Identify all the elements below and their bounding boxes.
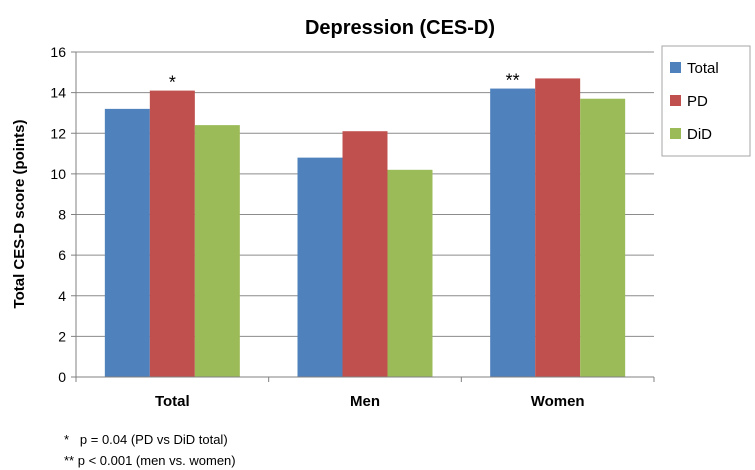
annotations: * **	[169, 71, 520, 93]
bar-total-total	[104, 108, 150, 377]
y-tick-label: 4	[58, 288, 66, 304]
significance-marker: *	[169, 73, 176, 93]
axes	[71, 51, 655, 382]
bar-did-women	[580, 98, 626, 377]
bar-total-women	[490, 88, 536, 377]
y-tick-label: 8	[58, 207, 66, 223]
bar-pd-total	[149, 90, 195, 377]
bar-did-total	[194, 125, 240, 377]
legend-swatch-did	[670, 128, 681, 139]
y-tick-label: 14	[50, 85, 66, 101]
significance-marker: **	[506, 71, 520, 91]
footnote: ** p < 0.001 (men vs. women)	[64, 453, 236, 468]
legend-swatch-total	[670, 62, 681, 73]
legend-label-did: DiD	[687, 126, 712, 143]
x-tick-label: Total	[155, 393, 190, 410]
y-tick-label: 2	[58, 328, 66, 344]
bar-did-men	[387, 169, 433, 377]
legend-label-total: Total	[687, 60, 719, 77]
bar-pd-men	[342, 131, 388, 377]
chart-title: Depression (CES-D)	[305, 17, 495, 39]
y-axis-label: Total CES-D score (points)	[11, 120, 28, 309]
y-tick-label: 6	[58, 247, 66, 263]
legend: Total PD DiD	[661, 45, 751, 157]
x-tick-labels: Total Men Women	[155, 393, 585, 410]
legend-label-pd: PD	[687, 93, 708, 110]
y-tick-label: 10	[50, 166, 66, 182]
x-tick-label: Women	[531, 393, 585, 410]
legend-swatch-pd	[670, 95, 681, 106]
y-tick-labels: 0 2 4 6 8 10 12 14 16	[50, 44, 66, 385]
y-tick-label: 0	[58, 369, 66, 385]
x-tick-label: Men	[350, 393, 380, 410]
y-tick-label: 16	[50, 44, 66, 60]
bar-total-men	[297, 157, 343, 377]
y-tick-label: 12	[50, 125, 66, 141]
bar-pd-women	[535, 78, 581, 377]
footnote: * p = 0.04 (PD vs DiD total)	[64, 432, 228, 447]
bars	[104, 78, 626, 377]
footnotes: * p = 0.04 (PD vs DiD total) ** p < 0.001…	[64, 432, 236, 468]
